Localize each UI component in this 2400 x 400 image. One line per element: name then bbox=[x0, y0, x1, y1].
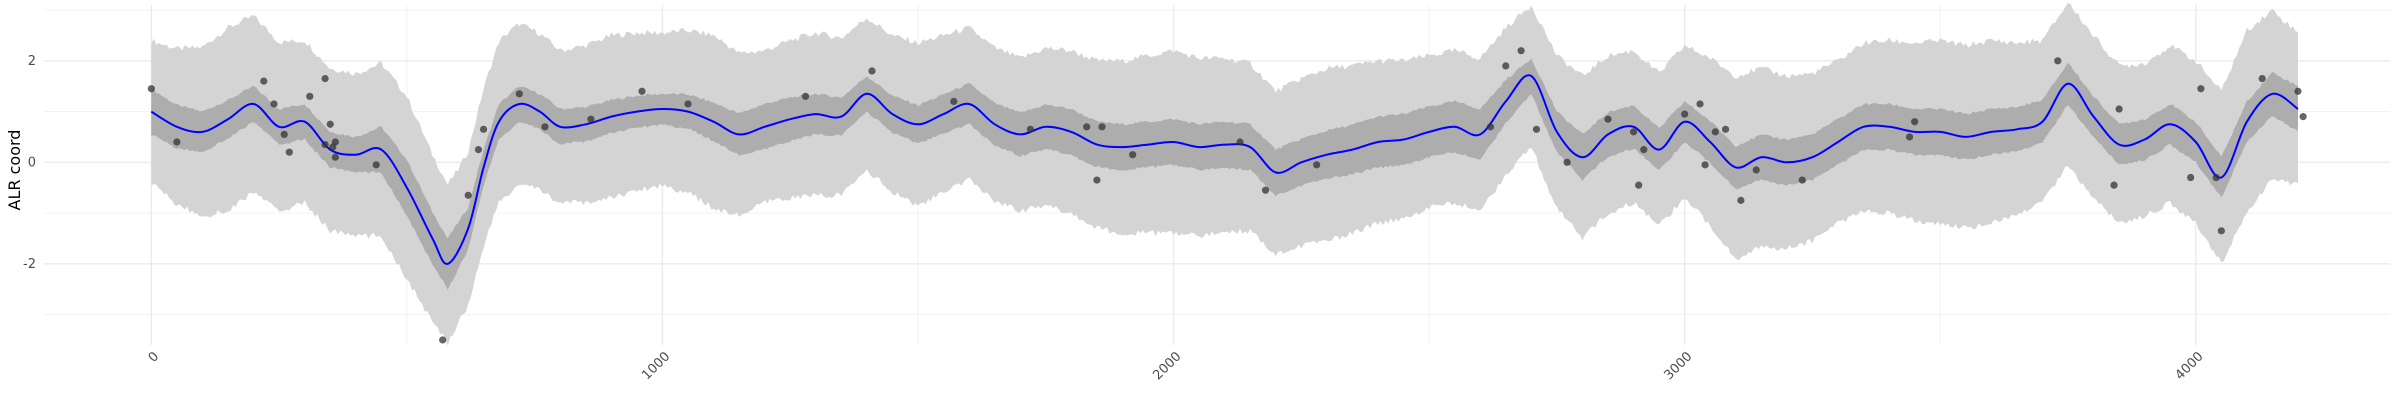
x-tick-label: 0 bbox=[146, 349, 162, 365]
observation-point bbox=[1701, 161, 1709, 169]
observation-point bbox=[479, 125, 488, 133]
observation-point bbox=[321, 140, 329, 149]
observation-point bbox=[541, 123, 549, 131]
observation-point bbox=[280, 130, 288, 139]
observation-point bbox=[372, 161, 380, 169]
y-axis-title: ALR coord bbox=[5, 130, 24, 211]
mean-line bbox=[150, 74, 2299, 265]
x-tick-label: 1000 bbox=[639, 349, 673, 383]
observation-point bbox=[1721, 125, 1730, 133]
observation-point bbox=[326, 120, 334, 128]
observation-point bbox=[285, 148, 293, 156]
observation-point bbox=[306, 92, 314, 100]
observation-point bbox=[1629, 128, 1638, 136]
observation-point bbox=[1502, 62, 1510, 70]
mean-line-layer bbox=[150, 74, 2299, 265]
observation-point bbox=[1911, 118, 1919, 126]
observation-point bbox=[1681, 110, 1689, 118]
observation-point bbox=[1752, 166, 1760, 174]
observation-point bbox=[1236, 138, 1244, 146]
observation-point bbox=[587, 115, 595, 123]
x-axis: 0 1000 2000 3000 4000 bbox=[146, 349, 2207, 383]
observation-point bbox=[2054, 57, 2062, 65]
observation-point bbox=[1640, 146, 1648, 154]
observation-point bbox=[331, 153, 339, 161]
observation-point bbox=[2110, 181, 2118, 189]
x-tick-label: 2000 bbox=[1150, 349, 1184, 383]
observation-point bbox=[147, 85, 155, 93]
observation-point bbox=[1563, 158, 1571, 166]
observation-point bbox=[1129, 151, 1137, 159]
observation-point bbox=[868, 67, 876, 75]
observation-point bbox=[2294, 87, 2302, 95]
observation-point bbox=[2212, 173, 2220, 182]
observation-point bbox=[2187, 173, 2195, 182]
observation-point bbox=[1093, 176, 1101, 184]
observation-point bbox=[1313, 161, 1321, 169]
x-tick-label: 3000 bbox=[1661, 349, 1695, 383]
observation-point bbox=[2217, 227, 2225, 235]
observation-point bbox=[1798, 176, 1806, 184]
observation-point bbox=[1905, 133, 1914, 141]
observation-point bbox=[270, 100, 278, 108]
outer-credible-band bbox=[151, 3, 2298, 346]
observation-point bbox=[515, 90, 523, 98]
observation-point bbox=[684, 100, 692, 108]
observation-point bbox=[2197, 85, 2205, 93]
observation-point bbox=[1486, 123, 1495, 131]
observation-point bbox=[1083, 123, 1091, 131]
observation-point bbox=[638, 87, 646, 95]
observation-point bbox=[1711, 128, 1719, 136]
observation-point bbox=[2299, 113, 2307, 121]
observation-point bbox=[950, 97, 958, 106]
observation-point bbox=[1532, 125, 1541, 133]
observation-point bbox=[1098, 123, 1106, 131]
y-tick-label: 0 bbox=[28, 155, 36, 170]
observation-point bbox=[1737, 196, 1745, 204]
observation-point bbox=[2115, 105, 2123, 113]
observation-point bbox=[2258, 74, 2266, 83]
y-tick-label: -2 bbox=[23, 257, 36, 272]
observation-point bbox=[1261, 186, 1270, 194]
observation-point bbox=[474, 146, 483, 154]
observation-point bbox=[321, 74, 329, 83]
observation-point bbox=[439, 336, 447, 344]
observation-point bbox=[331, 138, 339, 146]
observation-point bbox=[1026, 125, 1035, 133]
observation-point bbox=[1604, 115, 1612, 123]
observation-point bbox=[1517, 47, 1525, 55]
inner-credible-band bbox=[151, 58, 2298, 291]
observation-points bbox=[147, 47, 2307, 344]
observation-point bbox=[1696, 100, 1704, 108]
observation-point bbox=[1635, 181, 1643, 189]
y-tick-label: 2 bbox=[28, 54, 36, 69]
credible-bands bbox=[151, 3, 2298, 346]
y-axis: -2 0 2 bbox=[23, 54, 36, 272]
x-tick-label: 4000 bbox=[2173, 349, 2207, 383]
observation-point bbox=[801, 92, 810, 100]
observation-point bbox=[260, 77, 268, 85]
observation-point bbox=[173, 138, 181, 146]
observation-point bbox=[464, 191, 472, 199]
